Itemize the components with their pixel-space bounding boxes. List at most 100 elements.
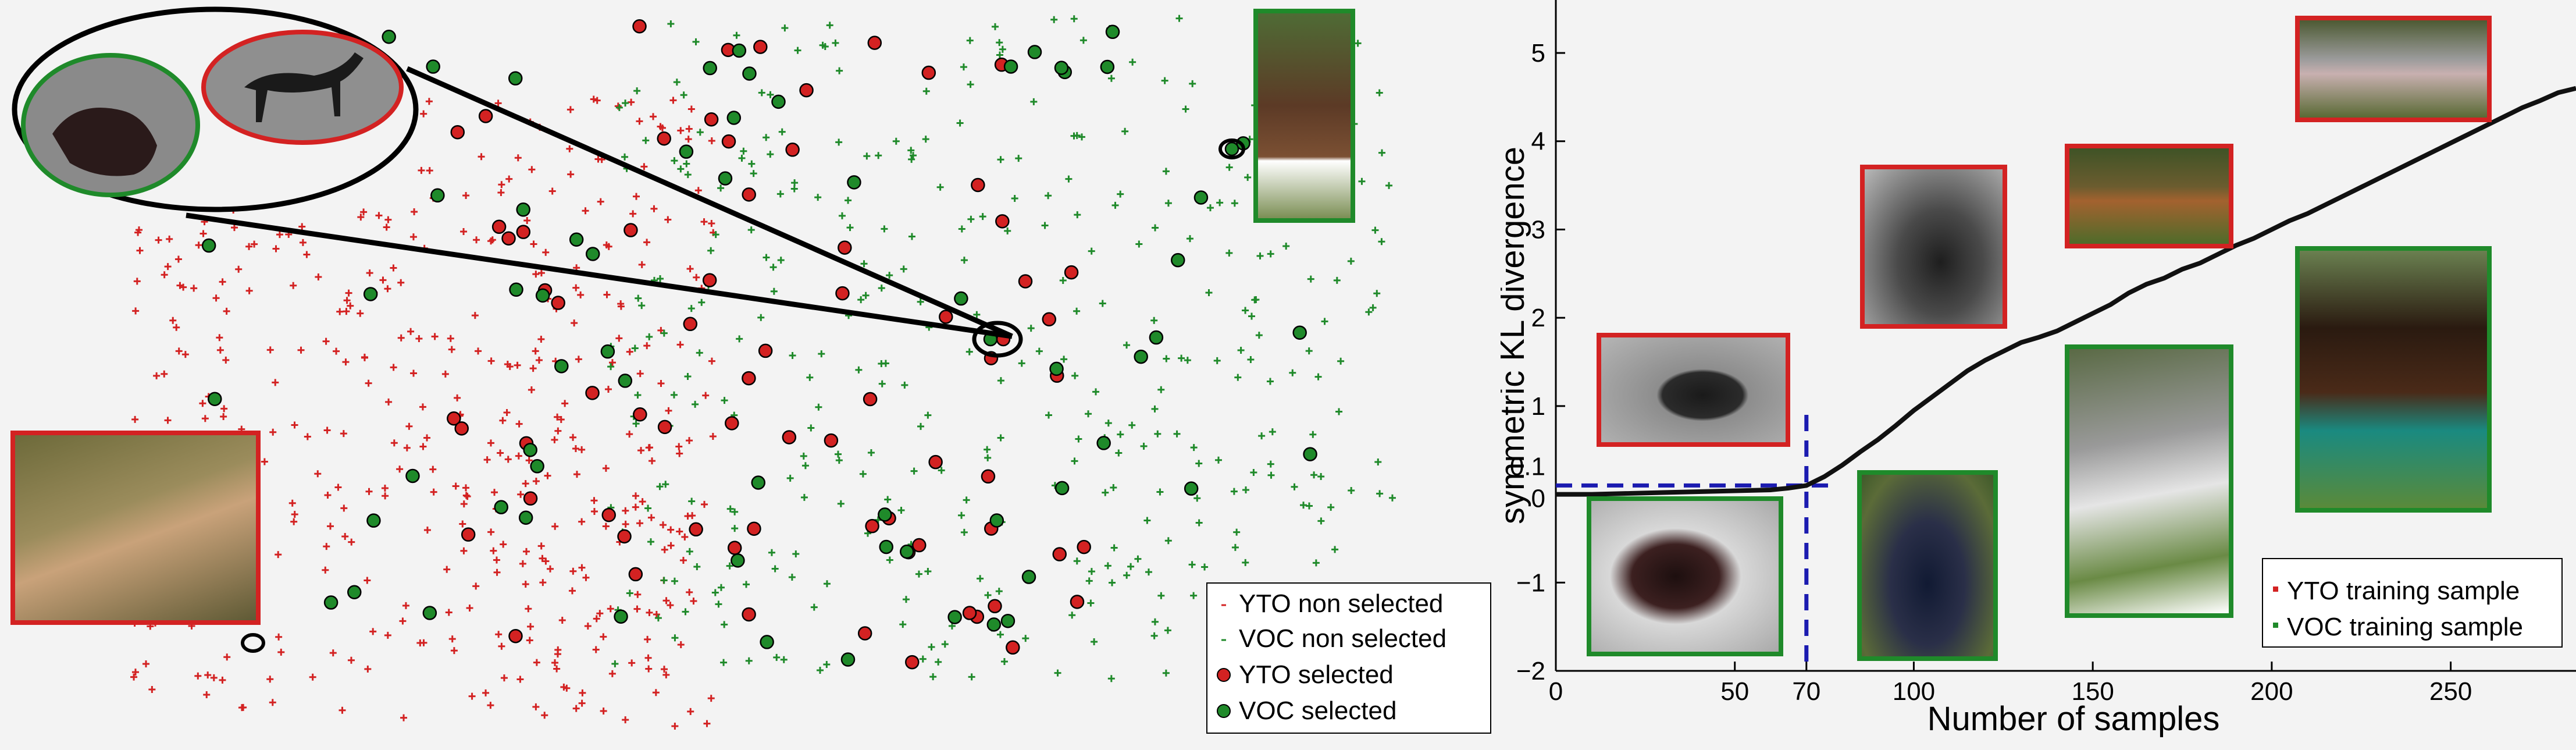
voc-non-selected-point [687, 305, 695, 312]
voc-non-selected-point [745, 657, 753, 664]
voc-non-selected-point [1305, 347, 1313, 355]
voc-non-selected-point [1388, 494, 1396, 502]
voc-non-selected-point [857, 296, 865, 304]
yto-non-selected-point [645, 665, 653, 673]
yto-non-selected-point [525, 605, 532, 613]
yto-non-selected-point [277, 648, 285, 656]
yto-non-selected-point [272, 379, 279, 386]
yto-non-selected-point [603, 291, 611, 298]
yto-non-selected-point [194, 672, 202, 680]
voc-non-selected-point [834, 450, 842, 458]
voc-non-selected-point [1358, 177, 1366, 185]
yto-non-selected-point [539, 579, 547, 587]
voc-selected-point [516, 202, 530, 217]
voc-non-selected-point [626, 589, 633, 597]
yto-non-selected-point [551, 659, 559, 667]
voc-non-selected-point [1225, 163, 1233, 171]
yto-non-selected-point [707, 695, 715, 702]
voc-non-selected-point [996, 51, 1003, 59]
thumbnail-yto-gray-horse-galloping [2295, 16, 2492, 122]
voc-non-selected-point [860, 260, 868, 268]
yto-non-selected-point [516, 676, 524, 683]
voc-non-selected-point [683, 160, 690, 168]
yto-selected-point [742, 371, 756, 386]
x-tick-label: 100 [1893, 677, 1935, 706]
yto-non-selected-point [514, 361, 521, 369]
voc-non-selected-point [1331, 546, 1339, 553]
voc-non-selected-point [1134, 555, 1142, 563]
yto-non-selected-point [539, 554, 546, 562]
yto-selected-point [704, 112, 719, 127]
yto-selected-point [912, 538, 927, 553]
yto-non-selected-point [397, 279, 405, 286]
voc-non-selected-point [1186, 235, 1193, 243]
yto-non-selected-point [575, 356, 582, 363]
yto-non-selected-point [578, 518, 586, 525]
yto-selected-point [742, 607, 756, 622]
yto-non-selected-point [608, 359, 616, 367]
voc-non-selected-point [682, 608, 689, 616]
voc-non-selected-point [991, 23, 999, 30]
yto-non-selected-point [551, 522, 559, 530]
yto-non-selected-point [342, 358, 350, 366]
yto-selected-point [1077, 539, 1091, 554]
callout-line-lower [186, 212, 1013, 339]
voc-non-selected-point [1242, 559, 1249, 566]
voc-non-selected-point [1190, 592, 1198, 599]
voc-non-selected-point [1107, 675, 1115, 683]
yto-non-selected-point [164, 417, 172, 424]
voc-non-selected-point [1369, 304, 1377, 311]
yto-non-selected-point [708, 219, 715, 227]
voc-non-selected-point [1335, 408, 1343, 415]
y-axis-label: symmetric KL divergence [1501, 147, 1531, 524]
yto-non-selected-point [561, 400, 569, 407]
yto-selected-point [867, 35, 882, 50]
yto-non-selected-point [415, 335, 423, 342]
yto-non-selected-point [390, 264, 397, 272]
yto-non-selected-point [537, 335, 545, 343]
voc-non-selected-point [1154, 430, 1161, 438]
yto-non-selected-point [299, 239, 307, 246]
voc-non-selected-point [763, 254, 770, 261]
yto-non-selected-point [345, 289, 352, 297]
voc-non-selected-point [922, 87, 930, 95]
voc-selected-point [771, 94, 786, 109]
yto-non-selected-point [473, 236, 480, 244]
yto-non-selected-point [493, 568, 501, 576]
yto-non-selected-point [347, 302, 354, 310]
voc-non-selected-point [863, 152, 871, 160]
voc-non-selected-point [1102, 489, 1109, 496]
yto-non-selected-point [161, 370, 168, 378]
voc-non-selected-point [688, 497, 696, 505]
voc-non-selected-point [1065, 175, 1073, 183]
voc-non-selected-point [1201, 563, 1209, 571]
yto-non-selected-point [622, 507, 629, 514]
yto-non-selected-point [402, 602, 409, 609]
voc-non-selected-point [997, 156, 1004, 163]
voc-non-selected-point [1152, 224, 1159, 232]
yto-non-selected-point [541, 712, 548, 719]
yto-non-selected-point [323, 426, 331, 434]
voc-non-selected-point [922, 136, 929, 143]
yto-non-selected-point [343, 308, 350, 315]
yto-non-selected-point [662, 597, 670, 605]
yto-non-selected-point [669, 97, 677, 104]
voc-non-selected-point [696, 129, 704, 136]
yto-non-selected-point [662, 671, 670, 678]
voc-non-selected-point [818, 350, 825, 358]
voc-selected-point [600, 344, 615, 359]
voc-selected-point [731, 553, 745, 568]
voc-non-selected-point [984, 454, 992, 461]
yto-selected-point [551, 296, 565, 310]
yto-non-selected-point [614, 102, 622, 110]
y-tick-label: 2 [1531, 304, 1545, 332]
yto-non-selected-point [357, 214, 365, 221]
highlight-ring-top [1218, 138, 1245, 159]
yto-non-selected-point [397, 334, 405, 342]
voc-non-selected-point [1164, 200, 1172, 207]
voc-non-selected-point [823, 660, 831, 668]
yto-selected-point [838, 240, 852, 255]
yto-non-selected-point [493, 556, 500, 564]
voc-non-selected-point [1317, 473, 1325, 481]
voc-non-selected-point [1000, 658, 1008, 666]
